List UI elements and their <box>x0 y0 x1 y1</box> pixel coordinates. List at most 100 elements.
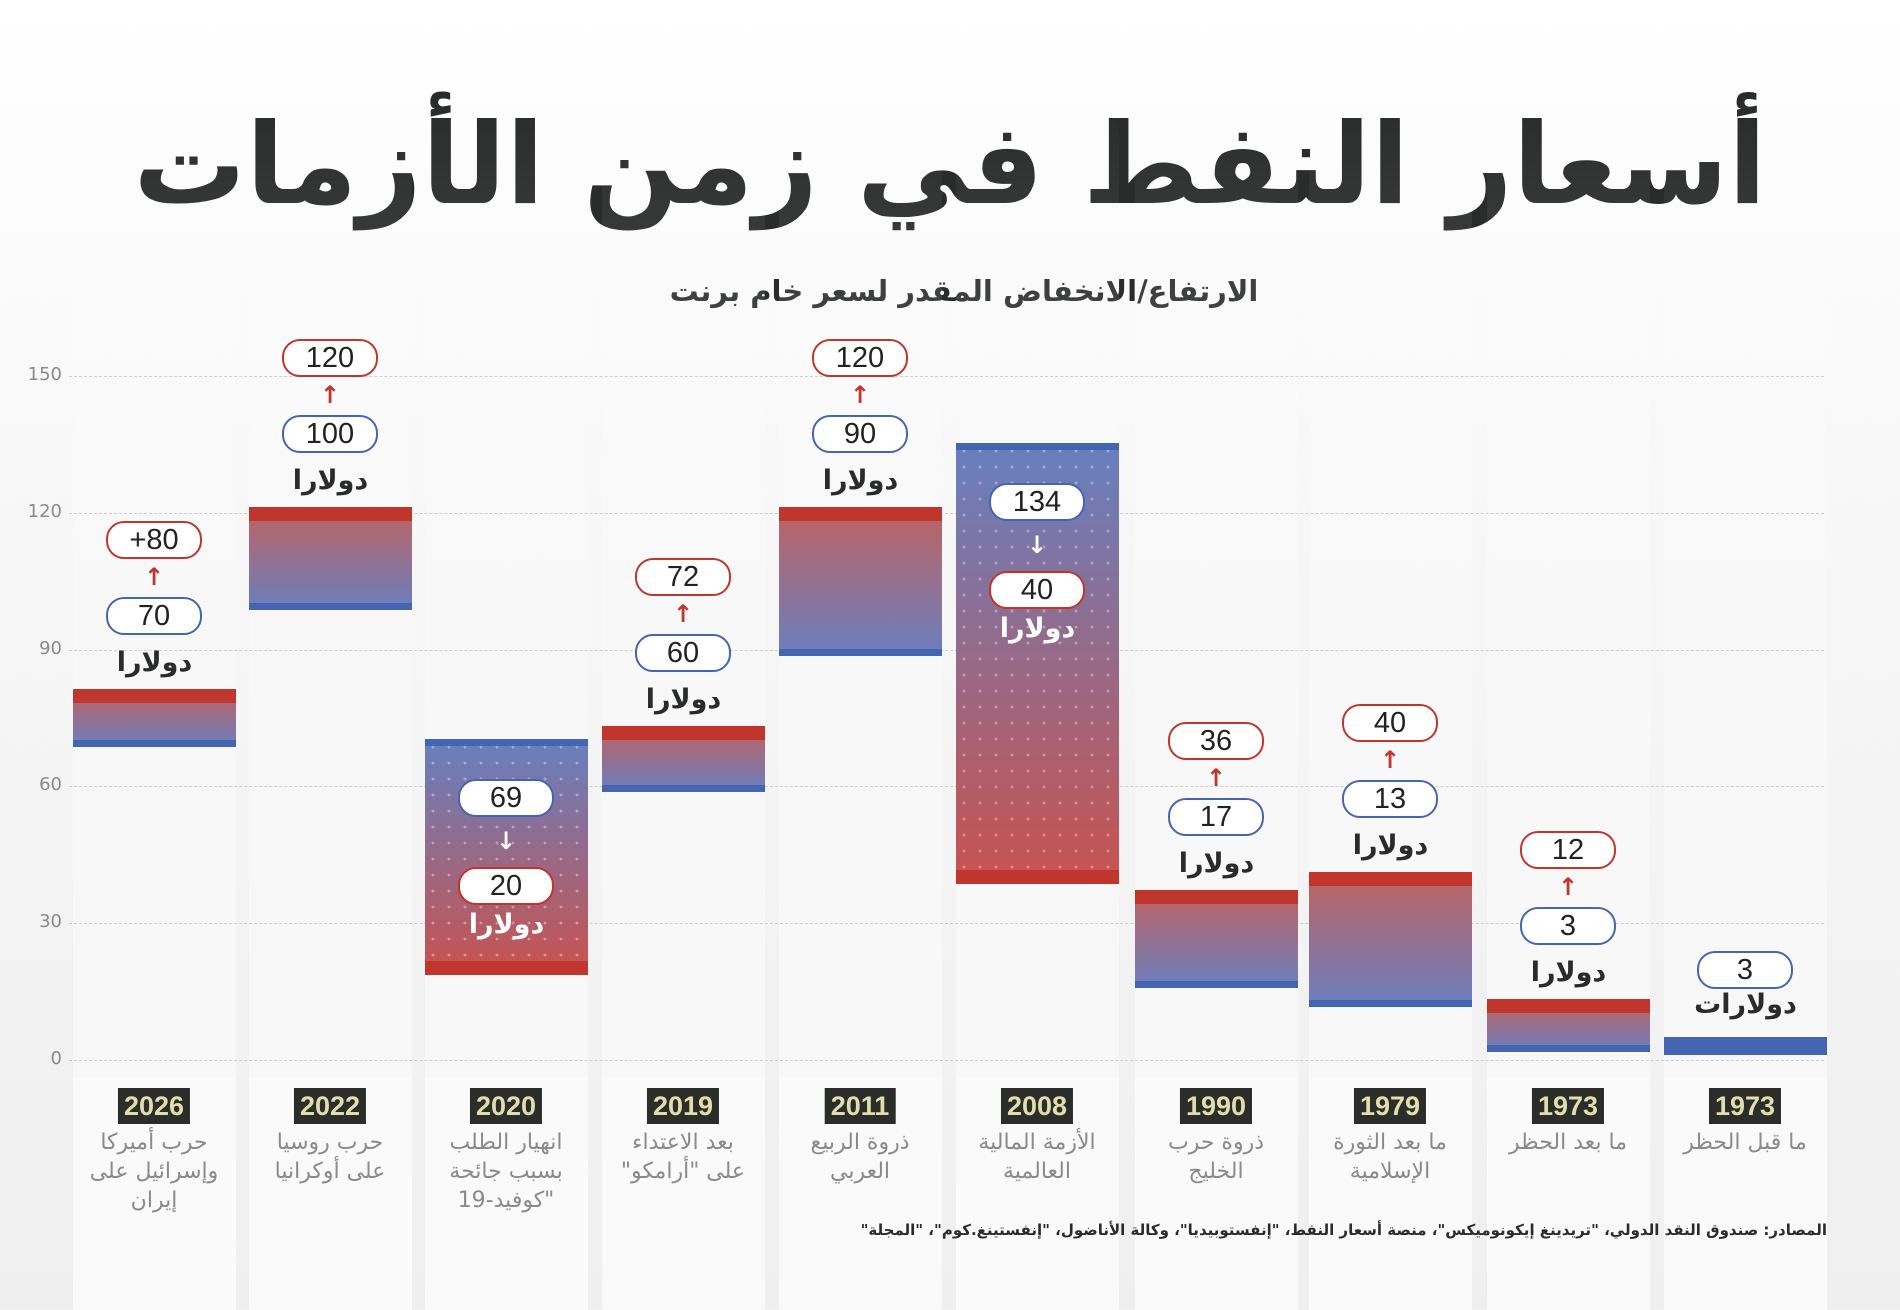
end-price-pill: 120 <box>282 338 378 377</box>
start-price-pill: 134 <box>989 482 1085 521</box>
range-bar <box>249 506 412 610</box>
year-label: 2008 <box>1000 1088 1074 1124</box>
event-label-line: انهيار الطلب <box>449 1130 563 1155</box>
bar-cap-high <box>249 506 412 521</box>
start-price-pill: 100 <box>282 414 378 453</box>
end-price-pill: 36 <box>1168 721 1264 760</box>
bar-cap-low <box>249 602 412 610</box>
event-label: ما بعد الثورة الإسلامية <box>1310 1128 1470 1186</box>
end-price-pill: 40 <box>1342 703 1438 742</box>
y-tick-label: 90 <box>39 637 62 659</box>
event-label-line: ذروة حرب <box>1167 1130 1264 1155</box>
bar-cap-low <box>779 648 942 656</box>
year-label: 2019 <box>646 1088 720 1124</box>
bar-cap-low <box>602 785 765 793</box>
range-bar <box>1664 1037 1827 1056</box>
event-label: الأزمة المالية العالمية <box>957 1128 1117 1186</box>
gridline <box>69 786 1824 788</box>
price-pill: 3 <box>1697 951 1793 990</box>
year-label: 2026 <box>117 1088 191 1124</box>
range-bar <box>73 689 236 747</box>
arrow-up-icon: ↑ <box>1380 745 1401 774</box>
event-label-line: إيران <box>130 1188 178 1213</box>
range-bar <box>1135 889 1298 989</box>
bar-cap-high <box>1309 871 1472 886</box>
gridline <box>69 512 1824 514</box>
event-label-line: الأزمة المالية <box>978 1130 1096 1155</box>
event-label-line: بعد الاعتداء <box>632 1130 734 1155</box>
gridline <box>69 1060 1824 1061</box>
arrow-up-icon: ↑ <box>850 380 871 409</box>
end-price-pill: 120 <box>812 338 908 377</box>
event-label-line: الإسلامية <box>1349 1159 1431 1184</box>
bar-cap-low <box>425 960 588 975</box>
bar-cap-high <box>779 506 942 521</box>
start-price-pill: 13 <box>1342 779 1438 818</box>
event-label-line: "كوفيد-19 <box>457 1188 555 1213</box>
range-bar <box>779 506 942 656</box>
gridline <box>69 649 1824 651</box>
start-price-pill: 3 <box>1520 907 1616 946</box>
year-label: 2022 <box>293 1088 367 1124</box>
arrow-up-icon: ↑ <box>144 563 165 592</box>
bar-cap-low <box>73 739 236 747</box>
year-label: 2020 <box>469 1088 543 1124</box>
source-note: المصادر: صندوق النقد الدولي، "تريدينغ إي… <box>860 1221 1827 1239</box>
bar-cap-high <box>1135 889 1298 904</box>
bar-cap-low <box>1309 999 1472 1007</box>
bar-cap-high <box>956 442 1119 450</box>
range-bar <box>602 725 765 793</box>
arrow-up-icon: ↑ <box>1206 763 1227 792</box>
event-label-line: بسبب جائحة <box>449 1159 563 1184</box>
start-price-pill: 69 <box>458 779 554 818</box>
unit-label: دولارا <box>999 612 1076 644</box>
event-label: ذروة الربيع العربي <box>780 1128 940 1186</box>
unit-label: دولارا <box>468 909 545 941</box>
bar-cap-low <box>1135 981 1298 989</box>
year-label: 1990 <box>1179 1088 1253 1124</box>
unit-label: دولارا <box>645 683 722 715</box>
bar-cap-high <box>425 739 588 747</box>
bar-cap-low <box>956 869 1119 884</box>
arrow-down-icon: ↓ <box>1027 530 1048 559</box>
event-label: حرب أميركا وإسرائيل على إيران <box>74 1128 234 1215</box>
event-label-line: ما قبل الحظر <box>1683 1130 1807 1155</box>
y-tick-label: 0 <box>50 1048 62 1069</box>
unit-label: دولارا <box>292 464 369 496</box>
event-label-line: ما بعد الثورة <box>1333 1130 1447 1155</box>
arrow-down-icon: ↓ <box>496 827 517 856</box>
unit-label: دولارا <box>1178 847 1255 879</box>
event-label-line: حرب أميركا <box>100 1130 208 1155</box>
arrow-up-icon: ↑ <box>320 380 341 409</box>
event-label-line: العالمية <box>1003 1159 1071 1184</box>
event-label-line: ذروة الربيع <box>810 1130 910 1155</box>
range-bar <box>425 739 588 975</box>
year-label: 2011 <box>824 1088 896 1124</box>
bar-cap-high <box>73 689 236 704</box>
year-label: 1973 <box>1531 1088 1605 1124</box>
bar-cap-high <box>602 725 765 740</box>
event-label-line: العربي <box>829 1159 891 1184</box>
start-price-pill: 17 <box>1168 797 1264 836</box>
event-label-line: وإسرائيل على <box>89 1159 219 1184</box>
event-label-line: ما بعد الحظر <box>1509 1130 1627 1155</box>
start-price-pill: 60 <box>635 633 731 672</box>
year-label: 1973 <box>1708 1088 1782 1124</box>
unit-label: دولارا <box>1352 829 1429 861</box>
event-label-line: الخليج <box>1188 1159 1244 1184</box>
event-label: ما بعد الحظر <box>1488 1128 1648 1157</box>
start-price-pill: 90 <box>812 414 908 453</box>
y-tick-label: 150 <box>27 364 62 385</box>
end-price-pill: 40 <box>989 570 1085 609</box>
y-tick-label: 60 <box>39 774 62 796</box>
event-label: ما قبل الحظر <box>1665 1128 1825 1157</box>
year-label: 1979 <box>1353 1088 1427 1124</box>
unit-label: دولارا <box>822 464 899 496</box>
event-label: انهيار الطلب بسبب جائحة "كوفيد-19 <box>426 1128 586 1215</box>
end-price-pill: +80 <box>106 521 202 560</box>
event-label: حرب روسيا على أوكرانيا <box>250 1128 410 1186</box>
bar-cap-high <box>1487 999 1650 1014</box>
bar-cap-low <box>1487 1045 1650 1053</box>
range-bar <box>1309 871 1472 1007</box>
y-tick-label: 120 <box>27 500 62 522</box>
